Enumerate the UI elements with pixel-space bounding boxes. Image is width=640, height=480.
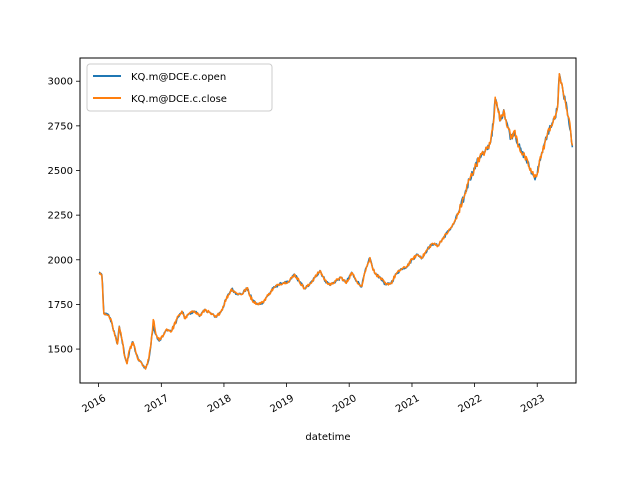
y-tick-label: 2750 — [48, 121, 73, 132]
legend-label-open: KQ.m@DCE.c.open — [131, 72, 226, 83]
plot-area — [80, 58, 576, 383]
y-tick-label: 1750 — [48, 300, 73, 311]
x-axis-label: datetime — [305, 432, 350, 443]
y-tick-label: 2250 — [48, 211, 73, 222]
legend-label-close: KQ.m@DCE.c.close — [131, 94, 227, 105]
legend: KQ.m@DCE.c.open KQ.m@DCE.c.close — [86, 63, 273, 112]
legend-box — [86, 63, 273, 112]
series-layer — [98, 72, 574, 370]
series-line-close — [98, 72, 574, 370]
y-axis: 1500 1750 2000 2250 2500 2750 3000 — [48, 77, 80, 356]
y-tick-label: 1500 — [48, 345, 73, 356]
plot-frame — [79, 57, 577, 384]
y-tick-label: 2500 — [48, 166, 73, 177]
y-tick-label: 3000 — [48, 77, 73, 88]
y-tick-label: 2000 — [48, 255, 73, 266]
